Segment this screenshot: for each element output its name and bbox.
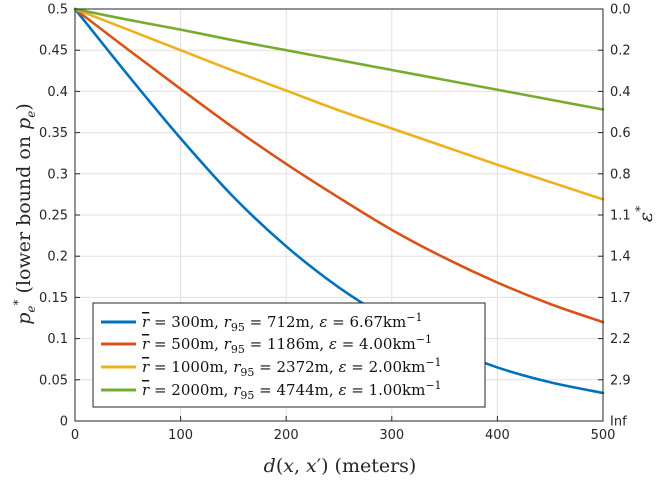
right-y-tick-label: 0.0 xyxy=(610,3,631,18)
right-y-tick-label: 1.7 xyxy=(610,291,631,306)
svg-text:pe* (lower bound on pe): pe* (lower bound on pe) xyxy=(11,103,38,325)
y-tick-label: 0.35 xyxy=(39,126,68,141)
svg-text:r = 2000m, r95 = 4744m, ε = 1.: r = 2000m, r95 = 4744m, ε = 1.00km−1 xyxy=(142,379,442,402)
svg-text:r = 300m, r95 = 712m, ε = 6.67: r = 300m, r95 = 712m, ε = 6.67km−1 xyxy=(142,311,422,334)
right-y-tick-label: 2.9 xyxy=(610,373,631,388)
series-line-2 xyxy=(73,7,605,324)
y-tick-label: 0.5 xyxy=(47,3,68,18)
svg-text:d(x, x′) (meters): d(x, x′) (meters) xyxy=(264,455,417,477)
series-lines xyxy=(73,7,605,395)
y-tick-label: 0.25 xyxy=(39,209,68,224)
x-tick-label: 500 xyxy=(591,428,616,443)
y-tick-label: 0.2 xyxy=(47,250,68,265)
y-tick-label: 0.15 xyxy=(39,291,68,306)
x-tick-label: 300 xyxy=(379,428,404,443)
x-axis-label: d(x, x′) (meters) xyxy=(264,455,417,477)
right-y-tick-label: 0.6 xyxy=(610,126,631,141)
right-y-axis-label: ε* xyxy=(633,206,657,222)
svg-text:r = 500m, r95 = 1186m, ε = 4.0: r = 500m, r95 = 1186m, ε = 4.00km−1 xyxy=(142,333,432,356)
x-tick-label: 200 xyxy=(274,428,299,443)
y-tick-label: 0.1 xyxy=(47,332,68,347)
x-tick-label: 100 xyxy=(168,428,193,443)
y-tick-label: 0.4 xyxy=(47,85,68,100)
legend-entry-3: r = 1000m, r95 = 2372m, ε = 2.00km−1 xyxy=(101,356,442,379)
y-axis-label: pe* (lower bound on pe) xyxy=(11,103,38,325)
legend-box xyxy=(92,302,486,408)
legend-entry-4: r = 2000m, r95 = 4744m, ε = 1.00km−1 xyxy=(101,379,442,402)
right-y-tick-label: 0.2 xyxy=(610,44,631,59)
axis-ticks: 0 100 200 300 400 500 0 0.05 0.1 0.15 0.2 0.25 0.3 0.… xyxy=(39,3,631,444)
x-tick-label: 400 xyxy=(485,428,510,443)
svg-text:ε*: ε* xyxy=(633,206,657,222)
right-y-tick-label: Inf xyxy=(610,415,627,430)
y-tick-label: 0.3 xyxy=(47,167,68,182)
legend-entry-2: r = 500m, r95 = 1186m, ε = 4.00km−1 xyxy=(101,333,432,356)
right-y-tick-label: 2.2 xyxy=(610,332,631,347)
series-line-4 xyxy=(73,7,605,111)
legend: r = 300m, r95 = 712m, ε = 6.67km−1 r = 5… xyxy=(92,302,486,408)
x-tick-label: 0 xyxy=(71,428,79,443)
right-y-tick-label: 1.4 xyxy=(610,250,631,265)
right-y-tick-label: 0.4 xyxy=(610,85,631,100)
y-tick-label: 0.05 xyxy=(39,373,68,388)
y-tick-label: 0.45 xyxy=(39,44,68,59)
series-line-3 xyxy=(73,7,605,201)
svg-text:r = 1000m, r95 = 2372m, ε = 2.: r = 1000m, r95 = 2372m, ε = 2.00km−1 xyxy=(142,356,442,379)
y-tick-label: 0 xyxy=(60,415,68,430)
right-y-tick-label: 1.1 xyxy=(610,209,631,224)
right-y-tick-label: 0.8 xyxy=(610,167,631,182)
series-line-1 xyxy=(73,7,605,395)
legend-entry-1: r = 300m, r95 = 712m, ε = 6.67km−1 xyxy=(101,311,422,334)
